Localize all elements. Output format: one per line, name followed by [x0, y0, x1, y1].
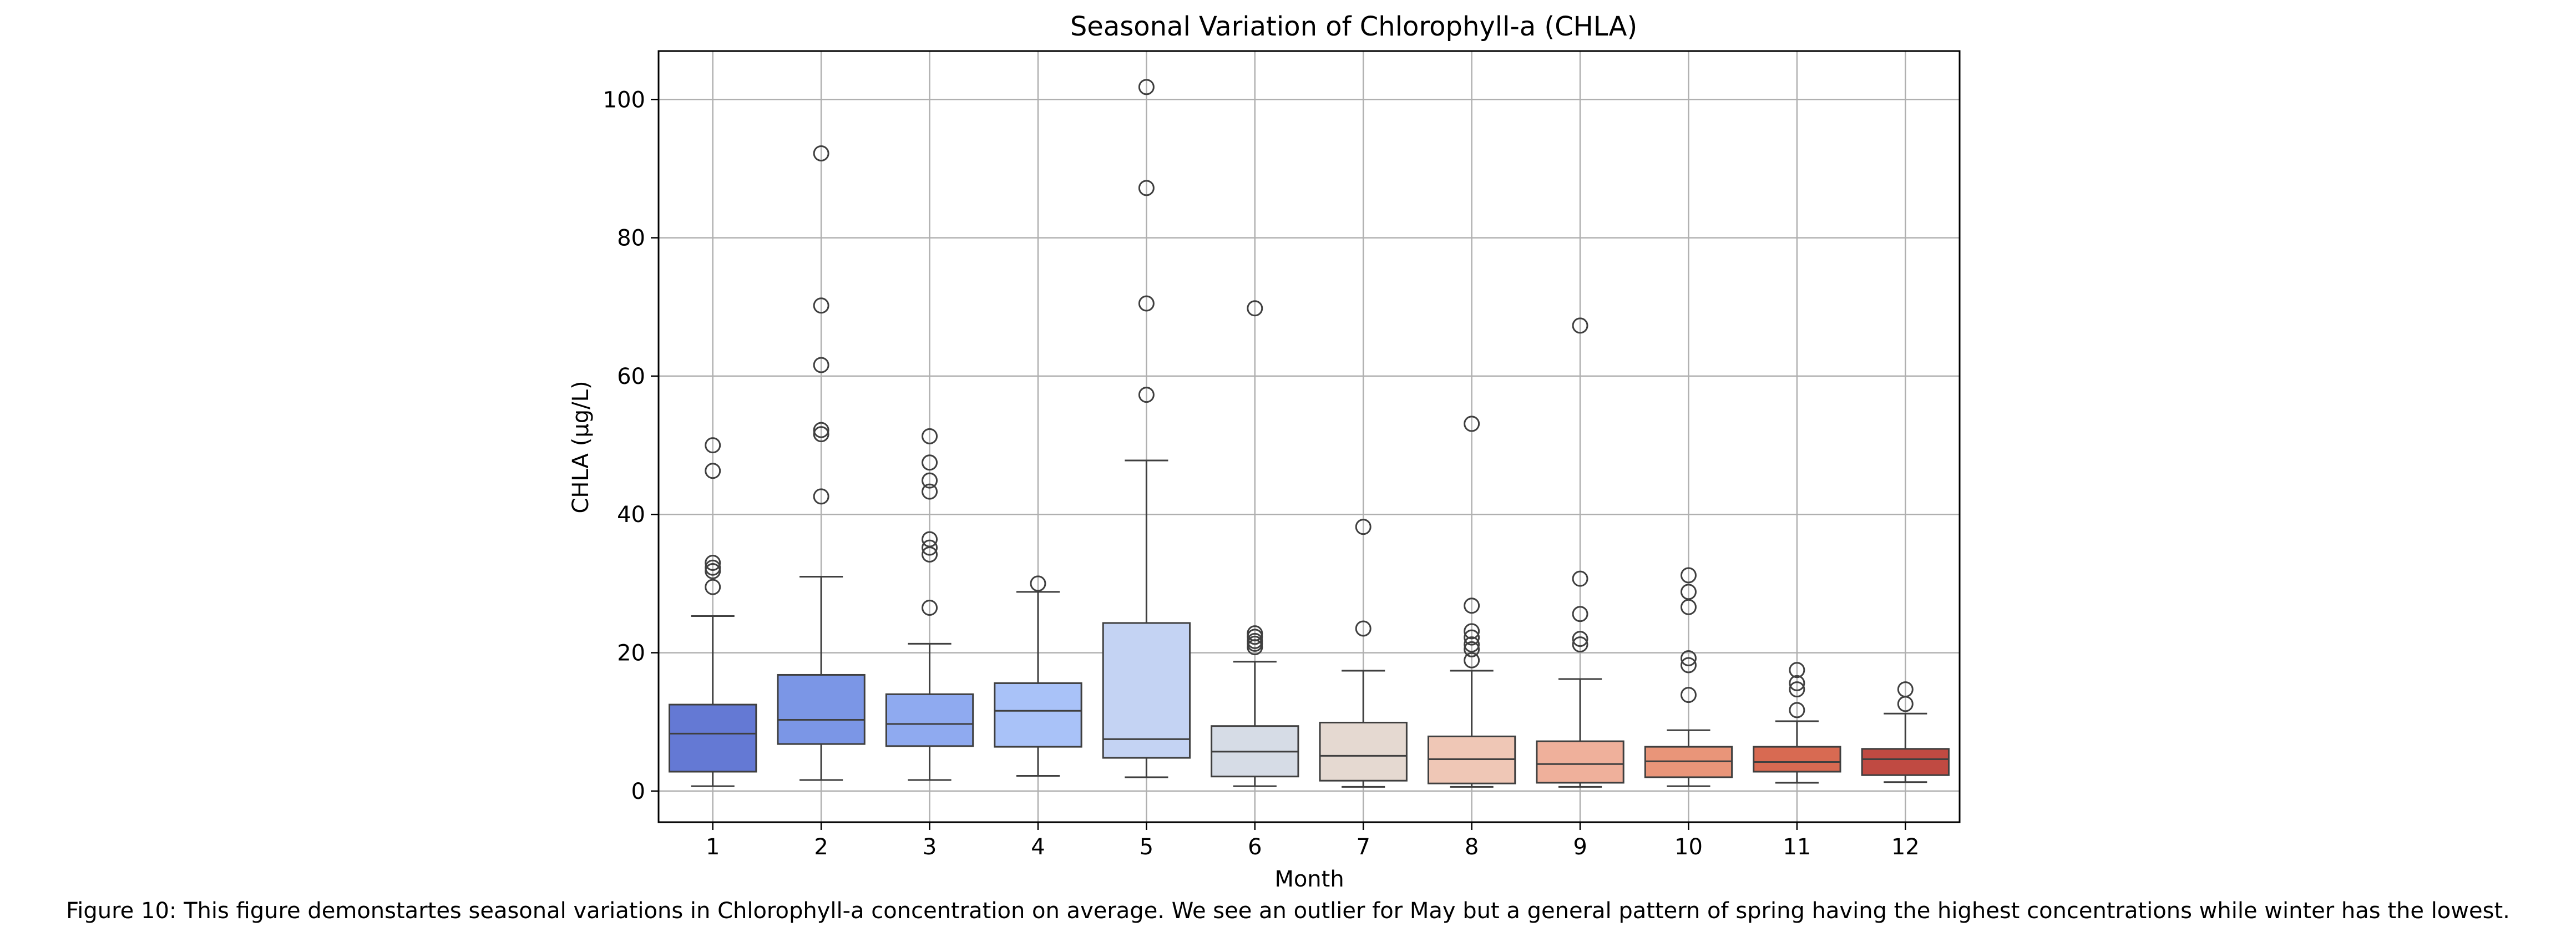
- outlier-point: [1789, 681, 1805, 698]
- outlier-point: [813, 145, 829, 162]
- outlier-point: [1680, 650, 1697, 667]
- box-month-6: [1211, 300, 1299, 787]
- outlier-point: [1247, 632, 1263, 649]
- box-series: [669, 79, 1950, 788]
- box-month-12: [1861, 681, 1950, 783]
- outlier-point: [1138, 79, 1155, 95]
- outlier-point: [1464, 652, 1480, 668]
- outlier-point: [1355, 620, 1371, 637]
- y-tick-label: 60: [617, 364, 645, 389]
- outlier-point: [1572, 606, 1588, 622]
- outlier-point: [705, 463, 721, 479]
- figure-caption: Figure 10: This figure demonstartes seas…: [66, 898, 2510, 924]
- outlier-point: [922, 472, 938, 489]
- outlier-point: [705, 579, 721, 595]
- x-tick-label: 5: [1140, 834, 1153, 860]
- box-month-2: [777, 145, 866, 781]
- plot-frame: [657, 50, 1961, 823]
- box-month-5: [1102, 79, 1191, 778]
- outlier-point: [1680, 584, 1697, 600]
- x-tick-label: 11: [1783, 834, 1811, 860]
- outlier-point: [705, 555, 721, 571]
- x-tick-label: 12: [1891, 834, 1920, 860]
- box-month-9: [1536, 317, 1624, 788]
- box-iqr: [1319, 721, 1408, 782]
- chart-title: Seasonal Variation of Chlorophyll-a (CHL…: [1070, 11, 1637, 42]
- box-month-3: [885, 428, 974, 781]
- outlier-point: [1897, 681, 1914, 698]
- outlier-point: [1464, 629, 1480, 646]
- y-tick-label: 20: [617, 641, 645, 666]
- outlier-point: [1138, 180, 1155, 196]
- y-tick-label: 0: [631, 779, 645, 804]
- y-axis-label: CHLA (µg/L): [568, 381, 594, 513]
- outlier-point: [1247, 300, 1263, 317]
- box-iqr: [994, 682, 1082, 748]
- x-axis-label: Month: [1274, 867, 1344, 892]
- x-tick-label: 10: [1674, 834, 1703, 860]
- outlier-point: [922, 428, 938, 444]
- x-tick-label: 8: [1465, 834, 1479, 860]
- outlier-point: [1789, 675, 1805, 691]
- outlier-point: [1789, 662, 1805, 678]
- x-tick-label: 2: [814, 834, 828, 860]
- outlier-point: [1464, 597, 1480, 614]
- outlier-point: [1680, 567, 1697, 584]
- outlier-point: [705, 559, 721, 576]
- box-iqr: [777, 673, 866, 745]
- outlier-point: [1355, 519, 1371, 535]
- box-iqr: [1861, 748, 1950, 776]
- box-iqr: [669, 703, 757, 773]
- outlier-point: [1572, 317, 1588, 334]
- box-iqr: [1536, 740, 1624, 784]
- box-iqr: [1753, 746, 1841, 773]
- outlier-point: [1572, 631, 1588, 647]
- outlier-point: [1680, 687, 1697, 703]
- outlier-point: [1138, 295, 1155, 312]
- outlier-point: [1680, 657, 1697, 673]
- outlier-point: [1247, 625, 1263, 642]
- outlier-point: [922, 539, 938, 556]
- box-month-10: [1644, 567, 1733, 787]
- y-tick-label: 100: [603, 87, 645, 113]
- outlier-point: [1464, 636, 1480, 653]
- outlier-point: [1138, 387, 1155, 403]
- x-tick-label: 9: [1573, 834, 1587, 860]
- outlier-point: [813, 297, 829, 314]
- outlier-point: [1030, 575, 1046, 592]
- outlier-point: [813, 357, 829, 373]
- outlier-point: [922, 531, 938, 548]
- outlier-point: [922, 483, 938, 500]
- box-plot-chart: Seasonal Variation of Chlorophyll-a (CHL…: [568, 11, 1961, 892]
- x-tick-label: 1: [706, 834, 720, 860]
- outlier-point: [1464, 623, 1480, 640]
- box-month-7: [1319, 519, 1408, 788]
- x-tick-label: 6: [1248, 834, 1262, 860]
- outlier-point: [1464, 641, 1480, 657]
- box-month-4: [994, 575, 1082, 777]
- y-tick-label: 40: [617, 502, 645, 528]
- box-month-1: [669, 437, 757, 787]
- outlier-point: [813, 488, 829, 505]
- box-month-11: [1753, 662, 1841, 784]
- outlier-point: [813, 422, 829, 438]
- y-tick-label: 80: [617, 226, 645, 251]
- outlier-point: [922, 454, 938, 471]
- outlier-point: [922, 600, 938, 616]
- outlier-point: [1572, 636, 1588, 653]
- box-iqr: [885, 693, 974, 747]
- x-tick-label: 7: [1356, 834, 1370, 860]
- box-iqr: [1102, 622, 1191, 759]
- outlier-point: [1572, 570, 1588, 587]
- outlier-point: [1464, 416, 1480, 432]
- outlier-point: [1789, 702, 1805, 718]
- outlier-point: [813, 426, 829, 443]
- box-month-8: [1427, 416, 1516, 788]
- outlier-point: [705, 437, 721, 454]
- x-tick-label: 4: [1031, 834, 1045, 860]
- x-tick-label: 3: [923, 834, 937, 860]
